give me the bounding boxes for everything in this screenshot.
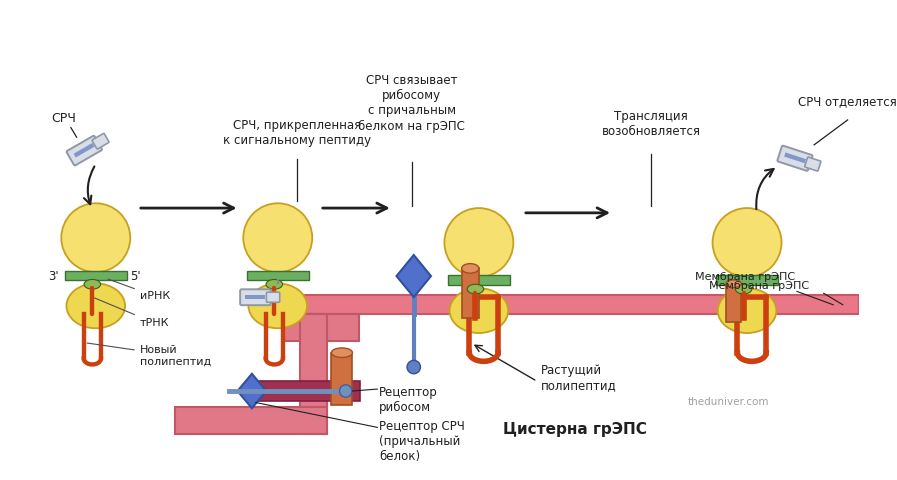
Circle shape <box>340 385 352 397</box>
Bar <box>283 295 859 314</box>
Text: Цистерна грЭПС: Цистерна грЭПС <box>502 422 647 437</box>
Text: иРНК: иРНК <box>108 279 170 301</box>
Ellipse shape <box>462 264 479 273</box>
Text: Мембрана грЭПС: Мембрана грЭПС <box>710 281 809 291</box>
Ellipse shape <box>449 288 509 333</box>
Text: Рецептор
рибосом: Рецептор рибосом <box>379 386 438 414</box>
Bar <box>175 407 327 434</box>
Bar <box>246 295 266 299</box>
FancyBboxPatch shape <box>240 289 271 305</box>
Text: СРЧ: СРЧ <box>51 112 75 125</box>
Bar <box>784 153 806 163</box>
Bar <box>716 276 778 285</box>
Bar <box>448 276 509 285</box>
Text: theduniver.com: theduniver.com <box>688 397 769 408</box>
Ellipse shape <box>66 283 125 328</box>
Ellipse shape <box>712 208 781 277</box>
Ellipse shape <box>331 348 353 358</box>
Bar <box>726 284 741 322</box>
Polygon shape <box>396 255 431 297</box>
Ellipse shape <box>736 284 752 294</box>
Ellipse shape <box>726 280 741 288</box>
Text: Растущий
полипептид: Растущий полипептид <box>541 364 617 392</box>
FancyBboxPatch shape <box>805 157 821 171</box>
Bar <box>300 314 327 434</box>
Bar <box>283 314 359 341</box>
FancyBboxPatch shape <box>266 292 280 302</box>
Circle shape <box>407 360 421 374</box>
Text: 3': 3' <box>48 270 59 283</box>
Text: 5': 5' <box>130 270 140 283</box>
Text: Трансляция
возобновляется: Трансляция возобновляется <box>602 110 701 138</box>
Bar <box>331 353 353 405</box>
Text: тРНК: тРНК <box>94 298 170 328</box>
FancyBboxPatch shape <box>778 146 813 171</box>
FancyBboxPatch shape <box>92 133 109 149</box>
Ellipse shape <box>266 279 283 289</box>
FancyBboxPatch shape <box>66 136 102 166</box>
Bar <box>462 268 479 318</box>
Ellipse shape <box>718 288 777 333</box>
Ellipse shape <box>467 284 483 294</box>
Text: СРЧ связывает
рибосому
с причальным
белком на грЭПС: СРЧ связывает рибосому с причальным белк… <box>359 74 466 132</box>
Ellipse shape <box>243 203 312 272</box>
Text: СРЧ отделяется: СРЧ отделяется <box>798 96 897 108</box>
Bar <box>65 271 126 280</box>
Ellipse shape <box>444 208 513 277</box>
Bar <box>247 271 309 280</box>
Text: Новый
полипептид: Новый полипептид <box>87 343 211 367</box>
Text: Мембрана грЭПС: Мембрана грЭПС <box>695 272 795 282</box>
Ellipse shape <box>248 283 307 328</box>
Polygon shape <box>238 374 266 408</box>
Ellipse shape <box>61 203 130 272</box>
Bar <box>257 382 360 401</box>
Text: Рецептор СРЧ
(причальный
белок): Рецептор СРЧ (причальный белок) <box>379 420 465 463</box>
Bar <box>74 143 94 157</box>
Ellipse shape <box>84 279 100 289</box>
Text: СРЧ, прикрепленная
к сигнальному пептиду: СРЧ, прикрепленная к сигнальному пептиду <box>222 119 371 147</box>
